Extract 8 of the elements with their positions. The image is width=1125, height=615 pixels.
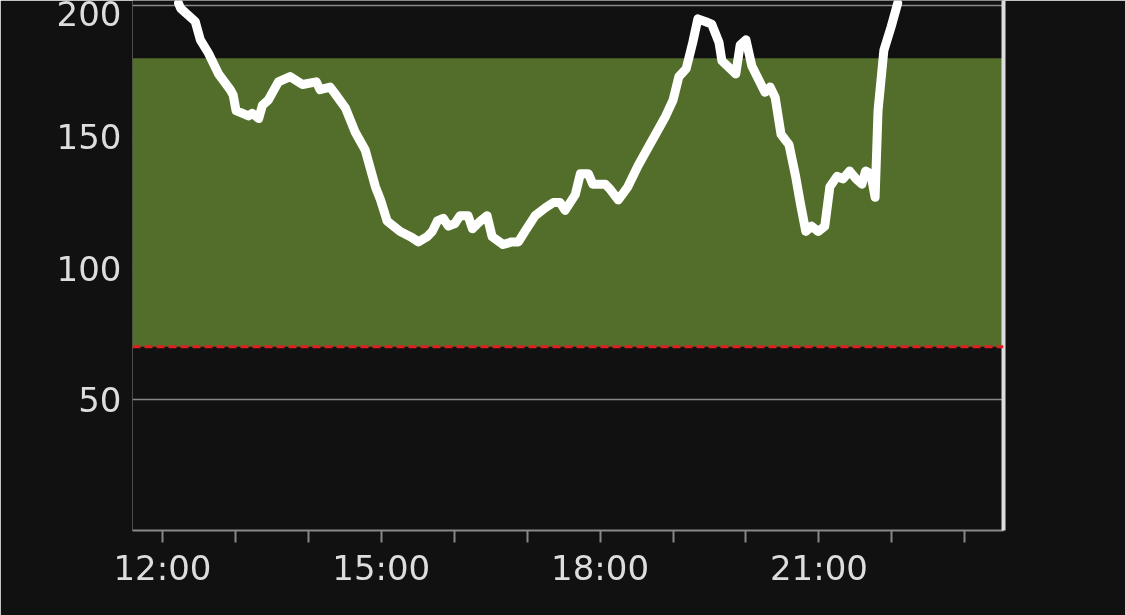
x-tick-label: 21:00 (769, 547, 868, 588)
y-tick-label: 150 (56, 117, 122, 158)
y-tick-label: 100 (56, 248, 122, 289)
x-tick-label: 12:00 (113, 547, 212, 588)
x-tick-label: 18:00 (551, 547, 650, 588)
y-tick-label: 50 (78, 379, 122, 420)
y-tick-label: 200 (56, 0, 122, 34)
x-tick-label: 15:00 (332, 547, 431, 588)
